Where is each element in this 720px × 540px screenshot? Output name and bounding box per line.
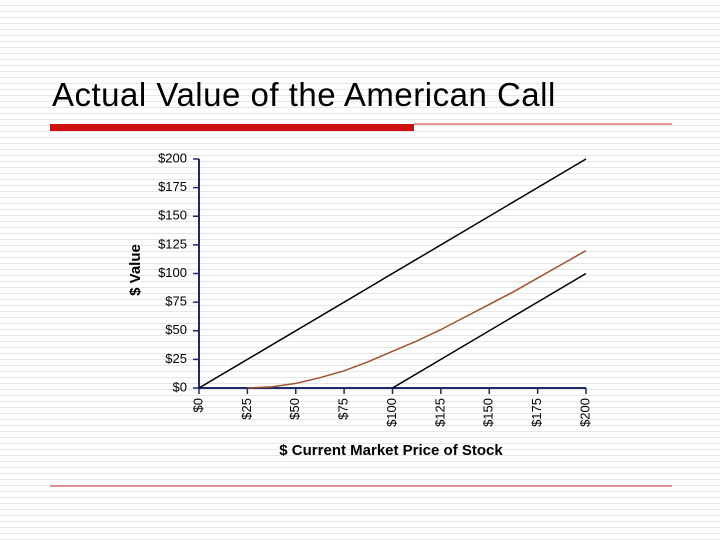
x-tick-label: $100	[384, 398, 399, 427]
title-bar	[50, 124, 414, 131]
slide-title: Actual Value of the American Call	[52, 76, 556, 113]
x-axis-label: $ Current Market Price of Stock	[279, 442, 503, 459]
y-tick-label: $175	[158, 179, 187, 194]
x-tick-label: $0	[190, 398, 205, 412]
y-tick-label: $0	[173, 379, 187, 394]
y-tick-label: $25	[165, 351, 187, 366]
series-line	[392, 272, 587, 389]
x-tick-label: $50	[287, 398, 302, 420]
x-tick-label: $25	[239, 398, 254, 420]
y-axis-label: $ Value	[127, 244, 144, 296]
x-tick-label: $125	[432, 398, 447, 427]
x-tick-label: $175	[529, 398, 544, 427]
series-line	[247, 249, 587, 389]
series-line	[198, 158, 587, 389]
y-tick-label: $150	[158, 208, 187, 223]
x-tick-label: $75	[336, 398, 351, 420]
y-tick-label: $125	[158, 236, 187, 251]
y-tick-label: $200	[158, 150, 187, 165]
x-tick-label: $150	[481, 398, 496, 427]
y-tick-label: $100	[158, 265, 187, 280]
y-tick-label: $75	[165, 294, 187, 309]
y-tick-label: $50	[165, 322, 187, 337]
x-tick-label: $200	[577, 398, 592, 427]
